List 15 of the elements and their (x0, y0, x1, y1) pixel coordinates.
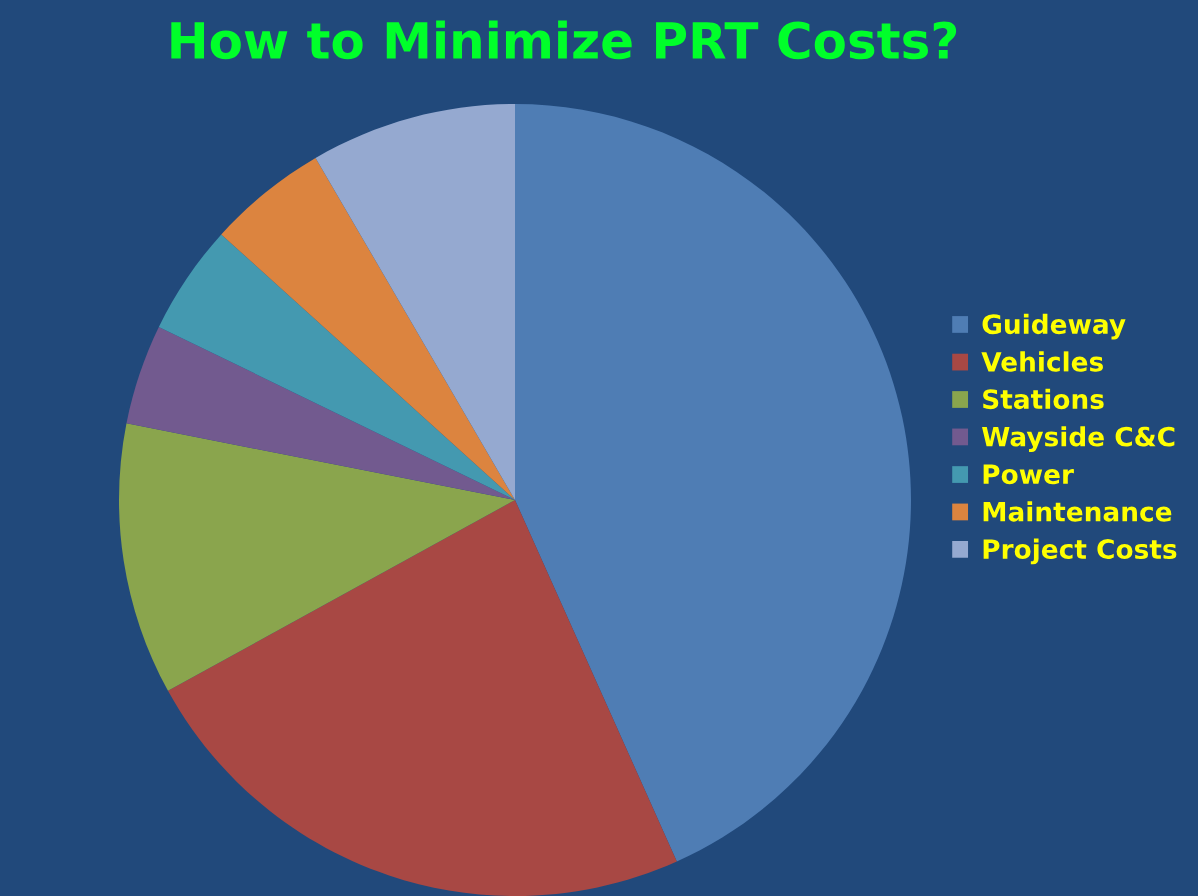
legend-label: Project Costs (983, 538, 1177, 565)
legend-label: Maintenance (983, 501, 1172, 522)
pie-slice (119, 423, 515, 691)
pie-slice (315, 104, 515, 500)
legend-label: Stations (983, 388, 1104, 410)
legend-label: Vehicles (981, 351, 1103, 372)
pie-slice (158, 234, 515, 500)
legend-label: Power (983, 464, 1074, 485)
pie-slice (221, 157, 515, 500)
pie-slice (167, 500, 677, 896)
pie-slice (126, 326, 515, 500)
chart-title: How to Minimize PRT Costs? (171, 20, 957, 60)
pie-slice (515, 104, 911, 862)
legend-label: Guideway (982, 313, 1126, 340)
legend-label: Wayside C&C (982, 426, 1175, 452)
